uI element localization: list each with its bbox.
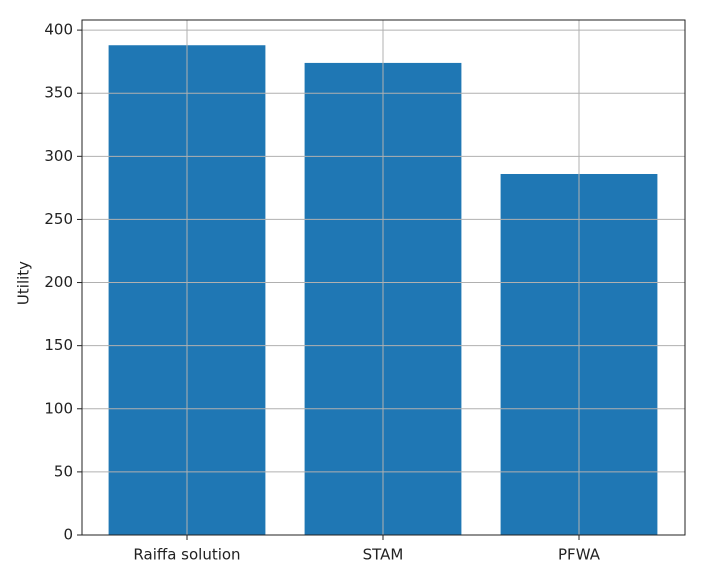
x-tick-label: STAM	[363, 546, 404, 564]
x-tick-label: Raiffa solution	[133, 546, 240, 564]
y-tick-label: 50	[54, 462, 73, 480]
y-axis-label: Utility	[15, 261, 33, 305]
y-tick-label: 300	[44, 147, 73, 165]
y-tick-label: 100	[44, 399, 73, 417]
y-tick-label: 250	[44, 210, 73, 228]
y-tick-label: 350	[44, 84, 73, 102]
plot-frame	[81, 19, 686, 536]
x-tick-label: PFWA	[558, 546, 601, 564]
y-tick-label: 400	[44, 21, 73, 39]
y-tick-label: 200	[44, 273, 73, 291]
y-tick-label: 150	[44, 336, 73, 354]
y-tick-label: 0	[63, 526, 73, 544]
